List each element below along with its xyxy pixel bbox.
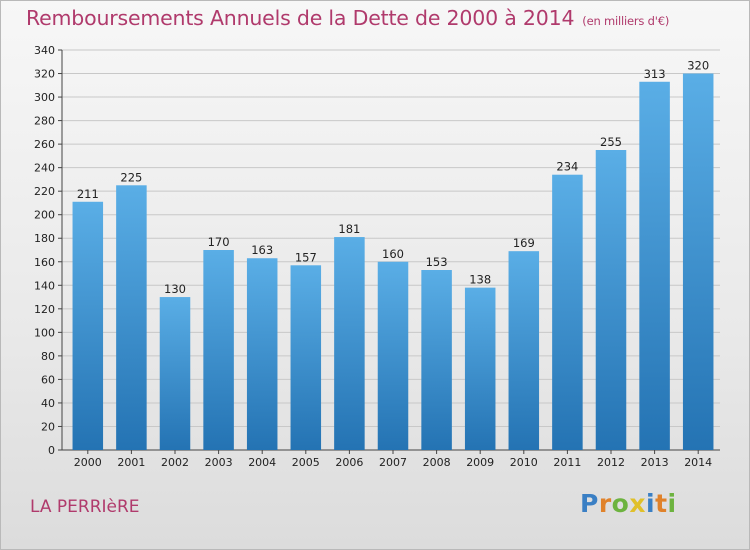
bar-2010 bbox=[508, 251, 540, 450]
data-label-2001: 225 bbox=[120, 170, 142, 184]
x-tick-label: 2005 bbox=[292, 456, 320, 469]
data-label-2010: 169 bbox=[513, 236, 535, 250]
commune-name: LA PERRIèRE bbox=[30, 497, 140, 517]
x-tick-label: 2009 bbox=[466, 456, 494, 469]
bar-2011 bbox=[552, 174, 583, 451]
data-label-2008: 153 bbox=[426, 255, 448, 269]
y-tick-label: 260 bbox=[34, 138, 55, 151]
bar-2005 bbox=[290, 265, 322, 450]
y-tick-label: 280 bbox=[34, 115, 55, 128]
y-tick-label: 120 bbox=[34, 303, 55, 316]
bar-2008 bbox=[421, 270, 452, 450]
logo-letter: x bbox=[629, 489, 646, 518]
y-tick-label: 40 bbox=[41, 397, 55, 410]
data-label-2014: 320 bbox=[687, 59, 709, 73]
bar-2009 bbox=[464, 287, 496, 450]
chart-title-block: Remboursements Annuels de la Dette de 20… bbox=[26, 6, 669, 30]
data-label-2011: 234 bbox=[556, 160, 578, 174]
y-tick-label: 0 bbox=[48, 444, 55, 457]
y-tick-label: 320 bbox=[34, 68, 55, 81]
x-tick-label: 2003 bbox=[205, 456, 233, 469]
logo-letter: t bbox=[655, 489, 668, 518]
x-tick-label: 2004 bbox=[248, 456, 276, 469]
y-tick-label: 100 bbox=[34, 326, 55, 339]
data-label-2007: 160 bbox=[382, 247, 404, 261]
y-tick-label: 240 bbox=[34, 162, 55, 175]
data-label-2012: 255 bbox=[600, 135, 622, 149]
y-tick-label: 80 bbox=[41, 350, 55, 363]
x-tick-label: 2013 bbox=[641, 456, 669, 469]
data-label-2006: 181 bbox=[338, 222, 360, 236]
y-tick-label: 340 bbox=[34, 44, 55, 57]
bar-2004 bbox=[246, 258, 278, 450]
x-tick-label: 2012 bbox=[597, 456, 625, 469]
y-tick-label: 60 bbox=[41, 373, 55, 386]
logo-letter: P bbox=[580, 489, 599, 518]
data-label-2005: 157 bbox=[295, 250, 317, 264]
logo-letter: o bbox=[611, 489, 630, 518]
y-tick-label: 180 bbox=[34, 232, 55, 245]
data-label-2009: 138 bbox=[469, 273, 491, 287]
chart-subtitle: (en milliers d'€) bbox=[582, 14, 670, 28]
x-tick-label: 2011 bbox=[553, 456, 581, 469]
y-tick-label: 300 bbox=[34, 91, 55, 104]
bar-2003 bbox=[203, 250, 234, 450]
x-tick-label: 2006 bbox=[335, 456, 363, 469]
y-tick-label: 160 bbox=[34, 256, 55, 269]
bar-2001 bbox=[116, 185, 147, 450]
bar-2002 bbox=[159, 297, 191, 450]
x-tick-label: 2001 bbox=[117, 456, 145, 469]
logo-letter: r bbox=[598, 489, 612, 518]
y-tick-label: 200 bbox=[34, 209, 55, 222]
x-tick-label: 2000 bbox=[74, 456, 102, 469]
bar-2000 bbox=[72, 201, 104, 450]
x-tick-label: 2007 bbox=[379, 456, 407, 469]
logo-letter: i bbox=[667, 489, 677, 518]
data-label-2004: 163 bbox=[251, 243, 273, 257]
data-label-2002: 130 bbox=[164, 282, 186, 296]
data-label-2003: 170 bbox=[208, 235, 230, 249]
data-label-2013: 313 bbox=[644, 67, 666, 81]
x-tick-label: 2008 bbox=[423, 456, 451, 469]
y-tick-label: 140 bbox=[34, 279, 55, 292]
bar-2014 bbox=[682, 73, 714, 450]
bar-2013 bbox=[639, 81, 670, 450]
chart-title: Remboursements Annuels de la Dette de 20… bbox=[26, 6, 575, 30]
logo-letter: i bbox=[646, 489, 656, 518]
proxiti-logo: Proxiti bbox=[580, 489, 677, 518]
y-tick-label: 20 bbox=[41, 420, 55, 433]
bar-2006 bbox=[334, 237, 365, 450]
x-tick-label: 2002 bbox=[161, 456, 189, 469]
data-label-2000: 211 bbox=[77, 187, 99, 201]
bar-2007 bbox=[377, 261, 409, 450]
x-tick-label: 2014 bbox=[684, 456, 712, 469]
y-tick-label: 220 bbox=[34, 185, 55, 198]
x-tick-label: 2010 bbox=[510, 456, 538, 469]
bar-2012 bbox=[595, 150, 627, 450]
